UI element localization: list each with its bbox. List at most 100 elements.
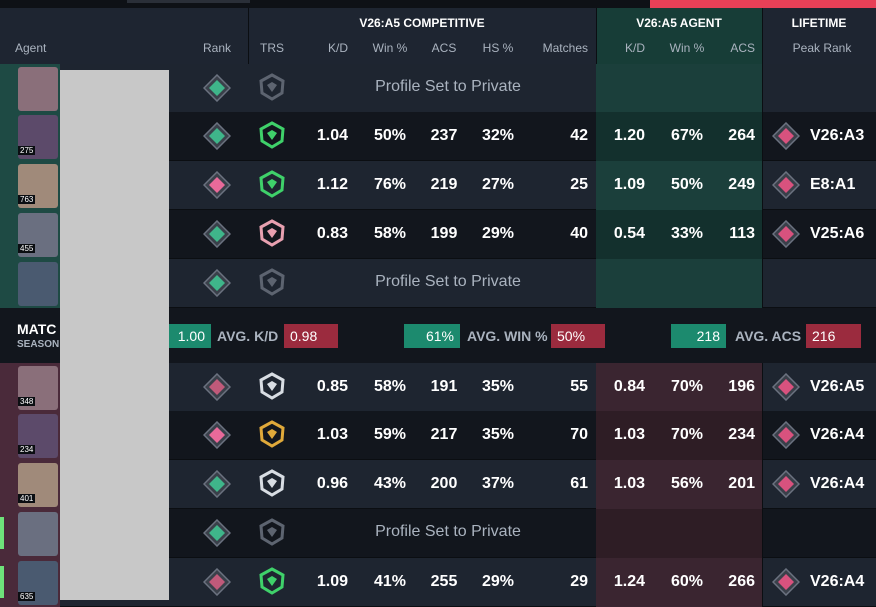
divider: [762, 460, 763, 509]
stat-acs: 219: [430, 176, 458, 193]
stat-win: 41%: [373, 573, 407, 590]
summary-title: MATC: [17, 321, 57, 337]
stat-matches: 25: [570, 176, 588, 193]
group-title: V26:A5 AGENT: [636, 16, 722, 30]
stat-agent-win: 60%: [670, 573, 704, 590]
stat-agent-kd: 1.24: [613, 573, 645, 590]
column-header: Rank: [202, 41, 231, 55]
stat-agent-acs: 196: [728, 378, 755, 395]
summary-value: 0.98: [284, 324, 338, 348]
online-marker: [0, 566, 4, 598]
agent-cell: [596, 259, 762, 308]
stat-agent-acs: 234: [728, 426, 755, 443]
column-header: K/D: [327, 41, 348, 55]
stat-matches: 55: [570, 378, 588, 395]
trs-icon: [258, 518, 286, 546]
summary-value: 1.00: [169, 324, 211, 348]
stat-kd: 1.04: [316, 127, 348, 144]
stat-kd: 1.12: [316, 176, 348, 193]
trs-icon: [258, 170, 286, 198]
divider: [762, 112, 763, 161]
stat-matches: 40: [570, 225, 588, 242]
peak-icon: [771, 170, 801, 200]
stat-kd: 0.85: [316, 378, 348, 395]
stat-hs: 27%: [481, 176, 515, 193]
stat-acs: 200: [430, 475, 458, 492]
redaction: [60, 70, 169, 600]
stat-peak: E8:A1: [810, 176, 856, 193]
group-title: LIFETIME: [791, 16, 847, 30]
level-label: 455: [18, 244, 36, 253]
divider: [762, 411, 763, 460]
stat-agent-acs: 201: [728, 475, 755, 492]
column-divider: [762, 8, 763, 64]
stat-win: 50%: [373, 127, 407, 144]
rank-icon: [202, 121, 232, 151]
stat-matches: 29: [570, 573, 588, 590]
trs-icon: [258, 268, 286, 296]
column-header: ACS: [431, 41, 457, 55]
agent-cell: [596, 363, 762, 412]
stat-agent-kd: 1.09: [613, 176, 645, 193]
private-message: Profile Set to Private: [375, 523, 521, 540]
trs-icon: [258, 372, 286, 400]
stat-acs: 255: [430, 573, 458, 590]
level-label: 234: [18, 445, 36, 454]
summary-label: AVG. K/D: [217, 328, 279, 344]
stat-agent-kd: 0.54: [613, 225, 645, 242]
trs-icon: [258, 420, 286, 448]
stat-peak: V26:A5: [810, 378, 865, 395]
divider: [762, 558, 763, 607]
stat-agent-win: 70%: [670, 378, 704, 395]
trs-icon: [258, 469, 286, 497]
summary-value: 50%: [551, 324, 605, 348]
level-label: 401: [18, 494, 36, 503]
peak-icon: [771, 372, 801, 402]
stat-acs: 199: [430, 225, 458, 242]
stat-acs: 191: [430, 378, 458, 395]
avatar: [18, 512, 58, 556]
agent-cell: [596, 509, 762, 558]
stat-matches: 42: [570, 127, 588, 144]
private-message: Profile Set to Private: [375, 273, 521, 290]
avatar: [18, 262, 58, 306]
column-header: TRS: [260, 41, 284, 55]
column-header: Win %: [372, 41, 408, 55]
trs-icon: [258, 219, 286, 247]
rank-icon: [202, 420, 232, 450]
stat-hs: 37%: [481, 475, 515, 492]
peak-icon: [771, 469, 801, 499]
peak-icon: [771, 567, 801, 597]
top-strip: [0, 0, 876, 8]
stat-win: 58%: [373, 225, 407, 242]
summary-value: 216: [806, 324, 861, 348]
stat-peak: V25:A6: [810, 225, 865, 242]
stat-peak: V26:A3: [810, 127, 865, 144]
column-divider: [596, 8, 597, 64]
column-header: ACS: [730, 41, 755, 55]
summary-value: 218: [671, 324, 726, 348]
red-strip: [650, 0, 876, 8]
peak-icon: [771, 219, 801, 249]
divider: [762, 363, 763, 412]
stat-matches: 61: [570, 475, 588, 492]
stat-agent-win: 67%: [670, 127, 704, 144]
stat-win: 58%: [373, 378, 407, 395]
agent-cell: [596, 161, 762, 210]
summary-subtitle: SEASON: [17, 339, 60, 350]
summary-value: 61%: [404, 324, 460, 348]
stat-hs: 32%: [481, 127, 515, 144]
peak-icon: [771, 420, 801, 450]
column-header: Peak Rank: [792, 41, 852, 55]
stat-win: 43%: [373, 475, 407, 492]
stat-agent-acs: 249: [728, 176, 755, 193]
divider: [762, 509, 763, 558]
stat-acs: 237: [430, 127, 458, 144]
online-marker: [0, 517, 4, 549]
agent-cell: [596, 64, 762, 113]
summary-label: AVG. WIN %: [467, 328, 548, 344]
column-header: HS %: [482, 41, 514, 55]
stat-kd: 0.96: [316, 475, 348, 492]
divider: [762, 161, 763, 210]
agent-cell: [596, 112, 762, 161]
